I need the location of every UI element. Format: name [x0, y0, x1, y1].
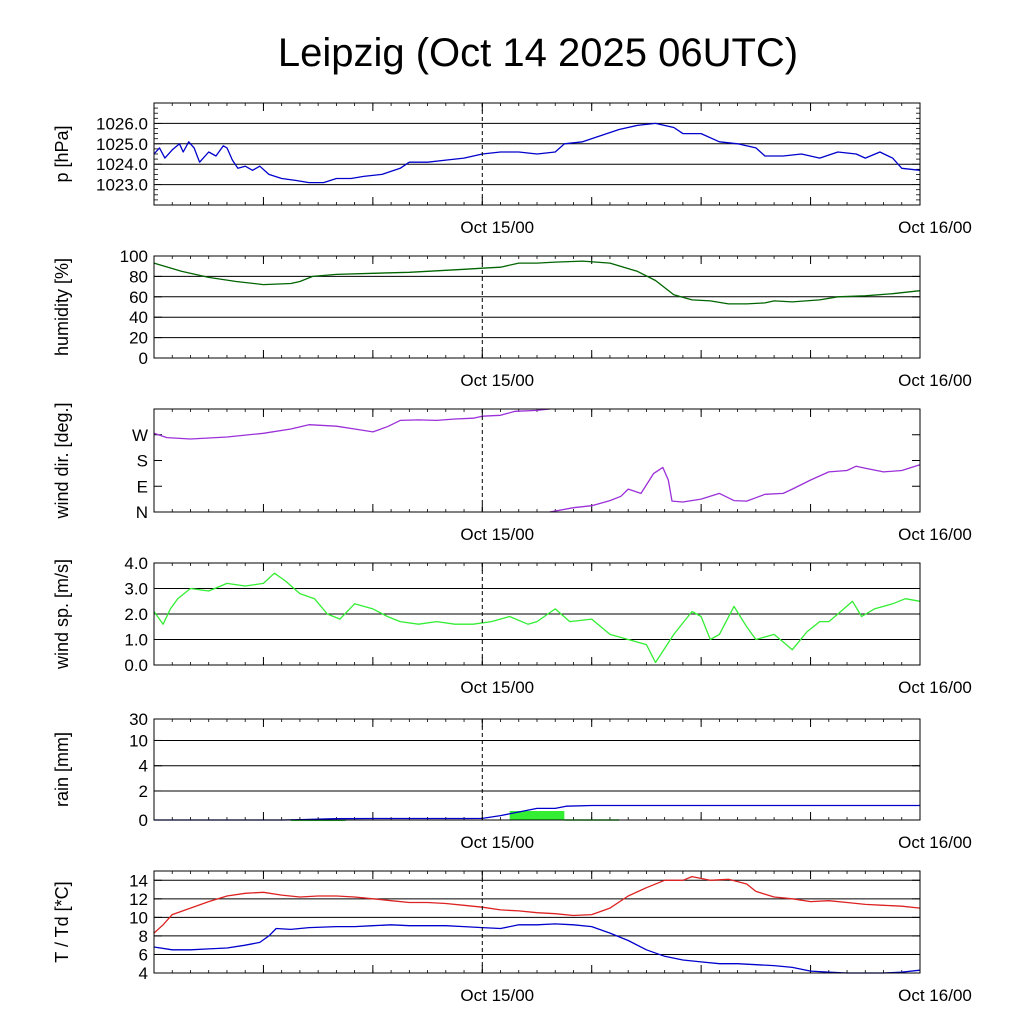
y-tick-label: 80 [129, 267, 148, 286]
x-tick-label: Oct 16/00 [898, 218, 972, 237]
series-line [153, 122, 921, 184]
series-line [549, 464, 921, 513]
y-tick-label: 1023.0 [96, 176, 148, 195]
y-tick-label: S [137, 452, 148, 471]
y-tick-label: 0 [139, 811, 148, 830]
y-tick-label: 2 [139, 782, 148, 801]
series-line [153, 572, 921, 664]
x-tick-label: Oct 15/00 [460, 986, 534, 1005]
rain-bar [509, 810, 565, 820]
y-tick-label: 0.0 [124, 656, 148, 675]
y-tick-label: 14 [129, 871, 148, 890]
x-tick-label: Oct 15/00 [460, 525, 534, 544]
y-tick-label: 3.0 [124, 580, 148, 599]
panel-frame [153, 562, 921, 666]
y-tick-label: E [137, 477, 148, 496]
y-tick-label: W [132, 426, 148, 445]
y-tick-label: 1025.0 [96, 135, 148, 154]
chart-title: Leipzig (Oct 14 2025 06UTC) [278, 31, 798, 75]
y-tick-label: 100 [120, 247, 148, 266]
y-tick-label: 4.0 [124, 554, 148, 573]
panel-frame [153, 102, 921, 206]
x-tick-label: Oct 16/00 [898, 371, 972, 390]
x-tick-label: Oct 15/00 [460, 833, 534, 852]
x-tick-label: Oct 16/00 [898, 986, 972, 1005]
panel-frame [153, 718, 921, 821]
y-tick-label: 1024.0 [96, 155, 148, 174]
y-tick-label: 1.0 [124, 631, 148, 650]
x-tick-label: Oct 16/00 [898, 678, 972, 697]
y-tick-label: 10 [129, 731, 148, 750]
y-tick-label: 12 [129, 890, 148, 909]
panel-frame [153, 255, 921, 359]
x-tick-label: Oct 16/00 [898, 833, 972, 852]
panel-frame [153, 870, 921, 974]
panel-wind_speed: 0.0 1.0 2.0 3.0 4.0 wind sp. [m/s] Oct 15/00 Oc… [52, 554, 972, 697]
panel-frame [153, 408, 921, 513]
y-tick-label: 60 [129, 288, 148, 307]
y-tick-label: 30 [129, 710, 148, 729]
series-line [153, 260, 921, 305]
x-tick-label: Oct 15/00 [460, 678, 534, 697]
y-tick-label: 4 [139, 757, 148, 776]
series-line [153, 875, 921, 934]
y-tick-label: 6 [139, 945, 148, 964]
x-tick-label: Oct 15/00 [460, 218, 534, 237]
panel-rain: 0 2 4 10 30 rain [mm] Oct 15/00 Oct 16/00 [52, 710, 972, 852]
y-axis-label: wind dir. [deg.] [52, 402, 72, 519]
y-tick-label: 4 [139, 964, 148, 983]
y-tick-label: 1026.0 [96, 114, 148, 133]
y-axis-label: humidity [%] [52, 258, 72, 356]
x-tick-label: Oct 16/00 [898, 525, 972, 544]
x-tick-label: Oct 15/00 [460, 371, 534, 390]
y-tick-label: 2.0 [124, 605, 148, 624]
y-axis-label: p [hPa] [52, 125, 72, 182]
series-line [153, 923, 921, 974]
y-tick-label: N [136, 503, 148, 522]
y-axis-label: rain [mm] [52, 732, 72, 807]
y-tick-label: 8 [139, 927, 148, 946]
y-tick-label: 0 [139, 349, 148, 368]
y-tick-label: 10 [129, 908, 148, 927]
y-axis-label: T / Td [*C] [52, 881, 72, 962]
series-line [153, 408, 550, 440]
y-tick-label: 40 [129, 308, 148, 327]
y-tick-label: 20 [129, 329, 148, 348]
y-axis-label: wind sp. [m/s] [52, 559, 72, 670]
